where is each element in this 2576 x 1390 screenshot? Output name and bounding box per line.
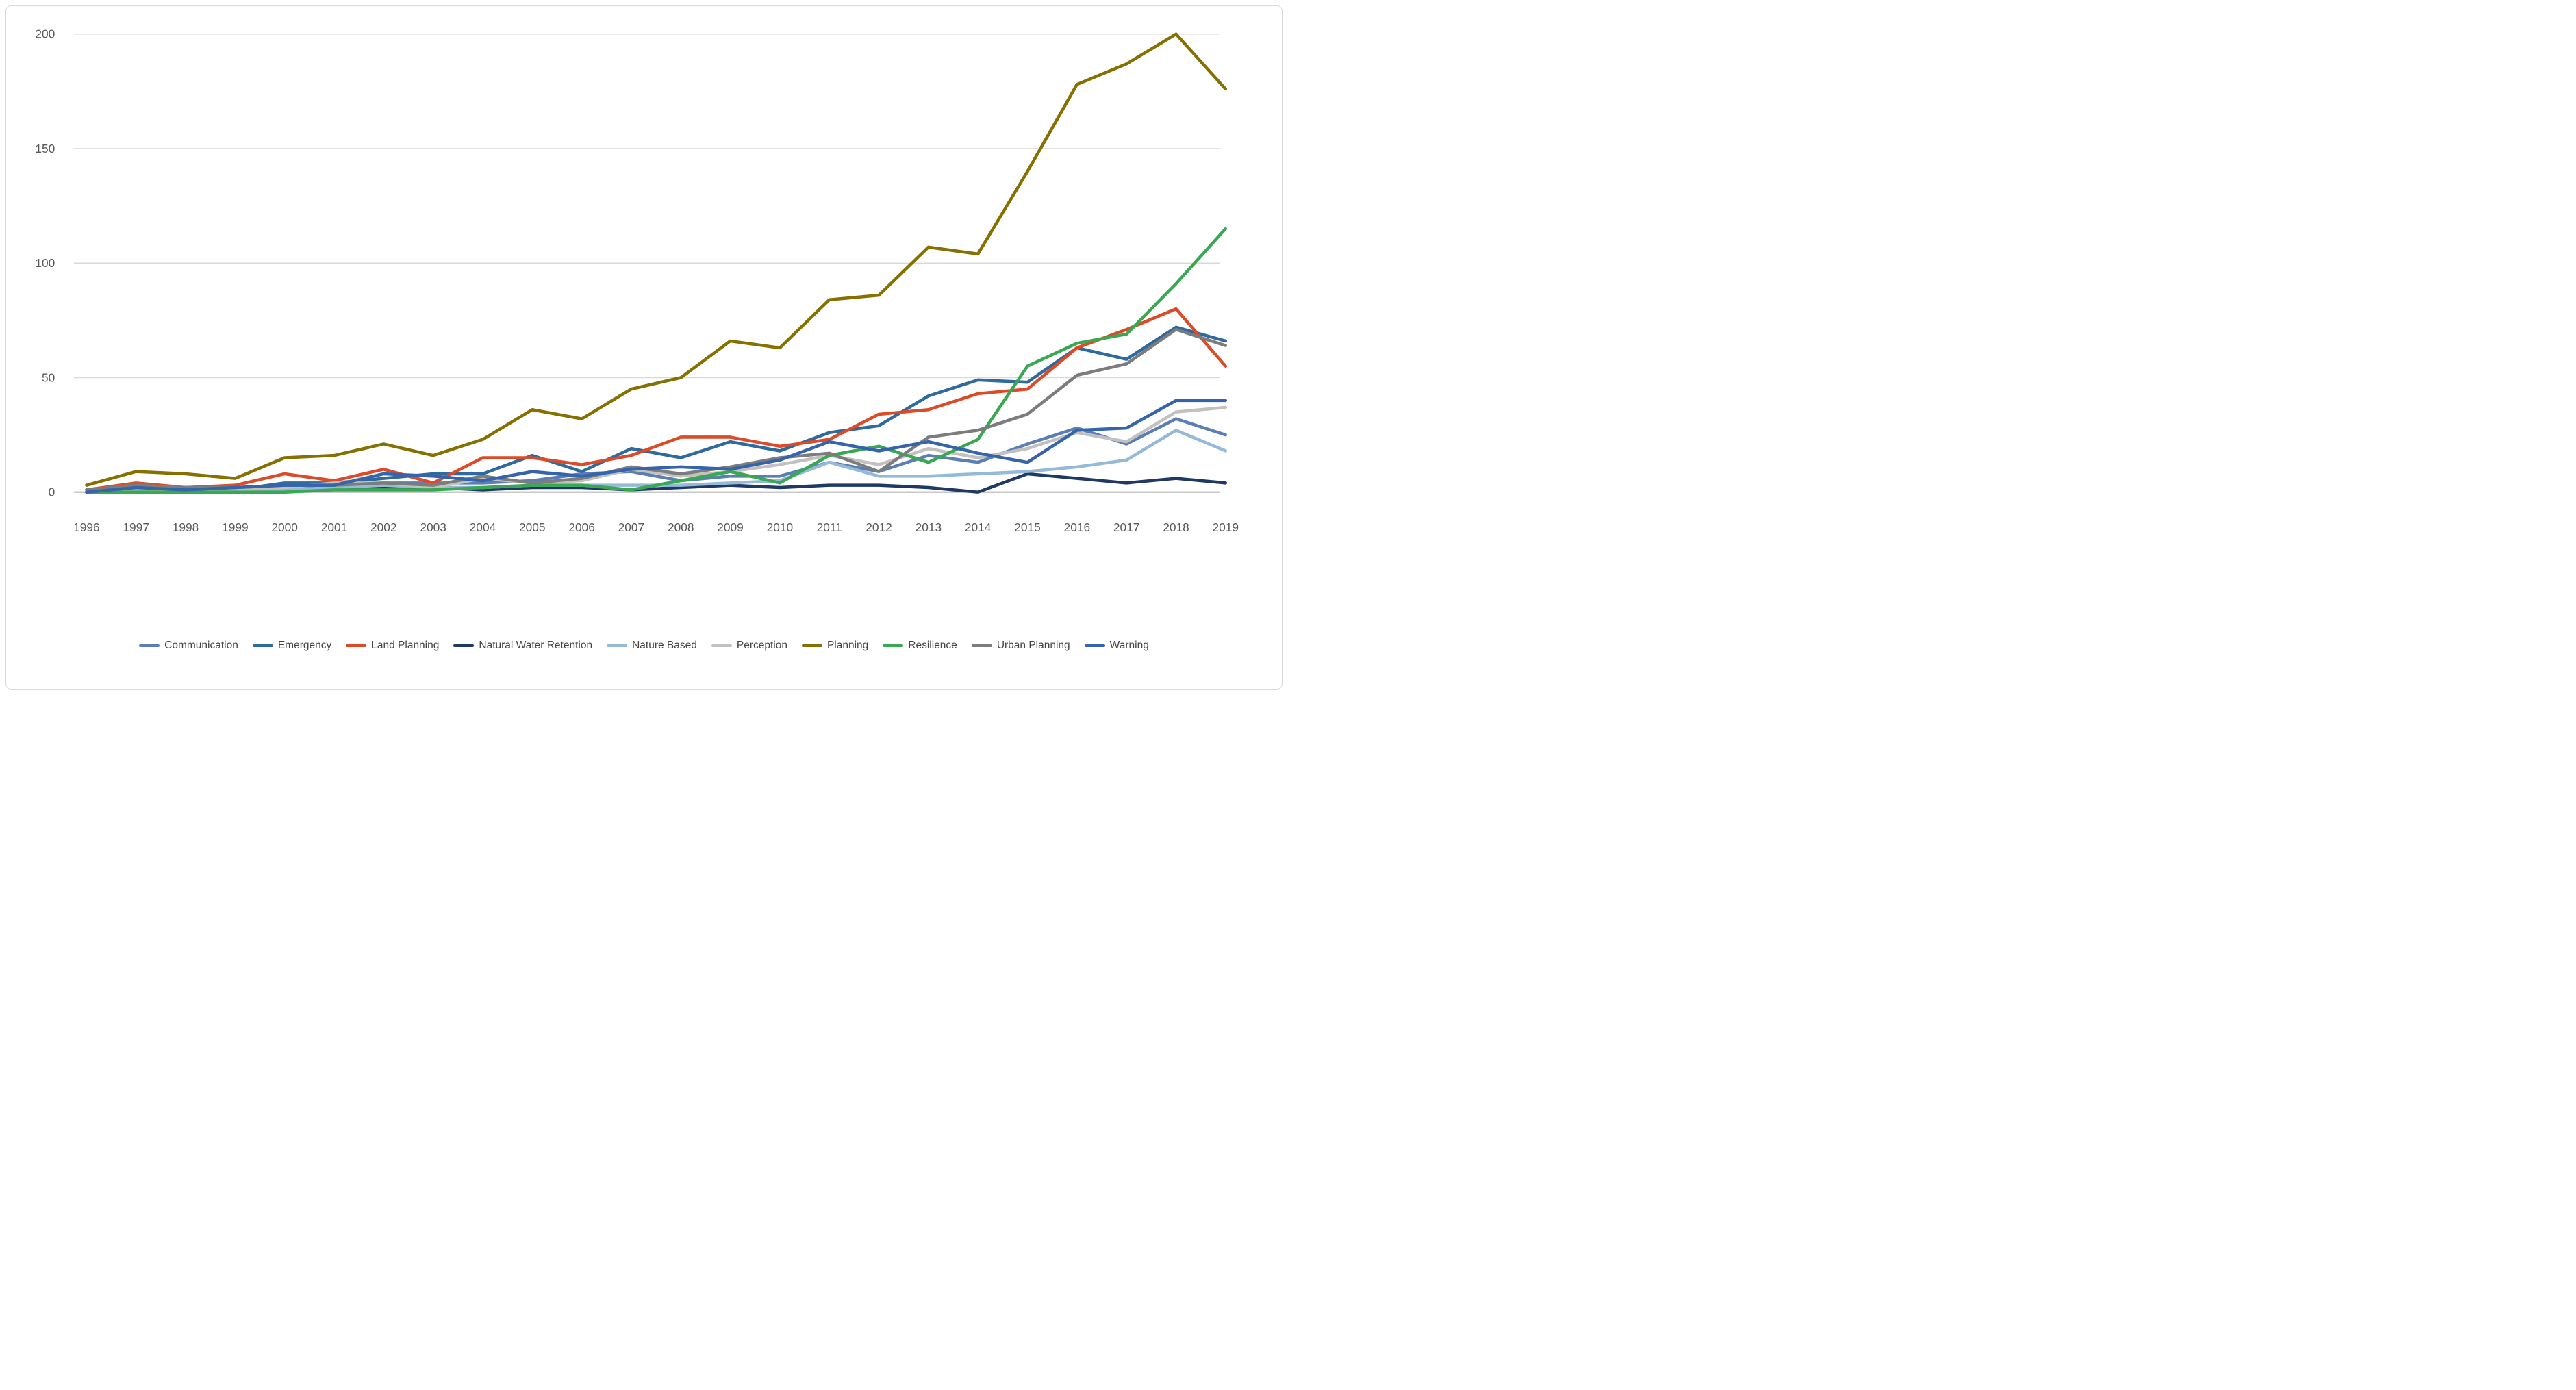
legend-label: Natural Water Retention [479, 640, 593, 651]
x-axis-tick-label: 1997 [123, 520, 149, 534]
x-axis-tick-label: 2018 [1163, 520, 1189, 534]
series-line-perception [85, 405, 1228, 494]
y-axis-tick-label: 0 [49, 485, 55, 499]
x-axis-tick-label: 2009 [717, 520, 744, 534]
series-line-warning [85, 399, 1228, 494]
x-axis-tick-label: 2007 [618, 520, 645, 534]
legend-label: Perception [736, 640, 787, 651]
legend-swatch-resilience [883, 644, 904, 647]
x-axis-tick-label: 2005 [519, 520, 546, 534]
legend-swatch-urban-planning [971, 644, 992, 647]
legend-label: Warning [1109, 640, 1149, 651]
chart-legend: Communication Emergency Land Planning Natur… [6, 640, 1282, 652]
x-axis-tick-label: 2002 [370, 520, 397, 534]
x-axis-tick-label: 2014 [965, 520, 992, 534]
legend-item-land-planning: Land Planning [346, 640, 439, 652]
legend-item-nature-based: Nature Based [607, 640, 697, 652]
x-axis-tick-label: 2017 [1113, 520, 1140, 534]
series-line-land-planning [85, 307, 1228, 492]
legend-swatch-planning [801, 644, 822, 647]
x-axis-tick-label: 2006 [568, 520, 595, 534]
legend-label: Land Planning [371, 640, 440, 651]
series-line-planning [85, 32, 1228, 487]
legend-label: Planning [826, 640, 869, 651]
chart-frame: 0 50 100 150 200 1996 1997 1998 1999 2000 2001 2002… [5, 5, 1283, 690]
legend-swatch-perception [711, 644, 732, 647]
legend-item-natural-water-retention: Natural Water Retention [453, 640, 592, 652]
legend-label: Resilience [908, 640, 957, 651]
x-axis-tick-label: 1999 [222, 520, 249, 534]
legend-swatch-emergency [252, 644, 273, 647]
x-axis-tick-label: 2010 [767, 520, 794, 534]
x-axis-tick-label: 2012 [866, 520, 892, 534]
x-axis-tick-label: 2013 [916, 520, 942, 534]
x-axis-tick-label: 2008 [668, 520, 694, 534]
legend-swatch-land-planning [346, 644, 367, 647]
legend-label: Urban Planning [996, 640, 1070, 651]
legend-label: Communication [164, 640, 238, 651]
legend-item-perception: Perception [711, 640, 787, 652]
x-axis-tick-label: 2011 [817, 520, 842, 534]
x-axis-tick-label: 2015 [1014, 520, 1041, 534]
legend-label: Nature Based [632, 640, 697, 651]
legend-swatch-communication [139, 644, 160, 647]
series-line-resilience [85, 227, 1228, 494]
y-axis-tick-label: 200 [35, 27, 55, 41]
legend-item-emergency: Emergency [252, 640, 332, 652]
x-axis-tick-label: 2016 [1064, 520, 1091, 534]
legend-swatch-natural-water-retention [453, 644, 475, 647]
legend-label: Emergency [277, 640, 332, 651]
x-axis-tick-label: 2003 [420, 520, 446, 534]
x-axis-tick-label: 2004 [470, 520, 496, 534]
x-axis-tick-label: 2019 [1213, 520, 1239, 534]
line-chart-canvas: 0 50 100 150 200 1996 1997 1998 1999 2000 2001 2002… [35, 27, 1239, 534]
legend-item-warning: Warning [1084, 640, 1149, 652]
legend-swatch-warning [1084, 644, 1105, 647]
legend-item-communication: Communication [139, 640, 238, 652]
y-axis-tick-label: 50 [42, 370, 55, 384]
legend-item-urban-planning: Urban Planning [971, 640, 1070, 652]
y-axis-tick-label: 100 [35, 256, 55, 270]
y-axis-tick-label: 150 [35, 142, 55, 155]
legend-item-planning: Planning [801, 640, 869, 652]
x-axis-tick-label: 1996 [73, 520, 100, 534]
legend-swatch-nature-based [607, 644, 628, 647]
x-axis-tick-label: 2000 [271, 520, 298, 534]
x-axis-tick-label: 2001 [321, 520, 348, 534]
x-axis-tick-label: 1998 [173, 520, 199, 534]
legend-item-resilience: Resilience [883, 640, 957, 652]
